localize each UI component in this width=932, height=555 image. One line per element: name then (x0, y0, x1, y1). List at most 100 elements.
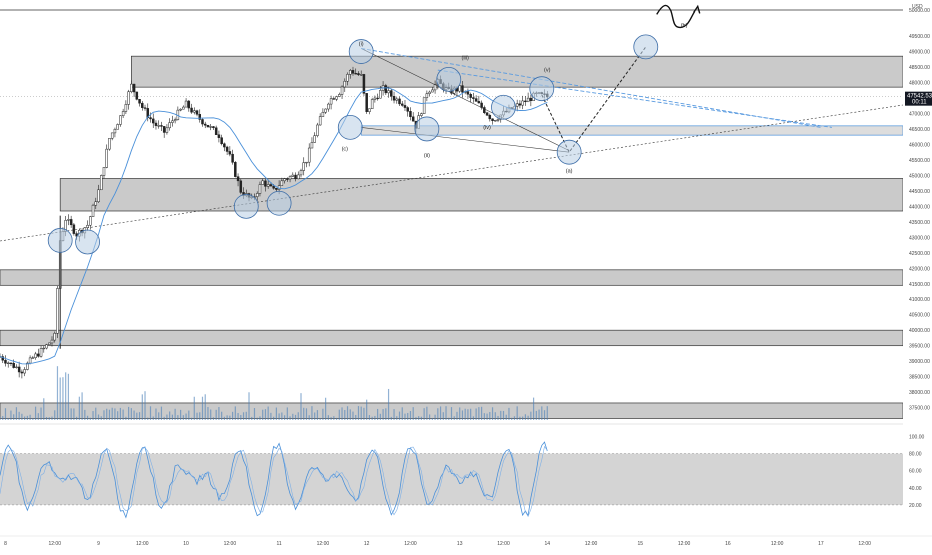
volume-bar (18, 411, 20, 420)
candle-body (154, 122, 158, 126)
candle-body (12, 362, 15, 368)
volume-bar (95, 407, 97, 420)
candle-body (23, 369, 26, 374)
candle-body (368, 108, 371, 112)
candle-body (318, 116, 322, 126)
volume-bar (133, 410, 135, 420)
volume-bar (21, 413, 23, 420)
volume-bar (73, 408, 75, 420)
candle-body (184, 100, 188, 108)
volume-bar (311, 406, 313, 420)
volume-bar (281, 412, 283, 420)
candle-body (433, 84, 437, 91)
volume-bar (286, 407, 288, 420)
candle-body (474, 98, 478, 102)
x-tick-label: 13 (457, 541, 463, 547)
volume-bar (502, 410, 505, 420)
volume-bar (264, 409, 267, 420)
volume-bar (314, 412, 316, 420)
candle-body (335, 96, 338, 100)
pivot-circle (556, 139, 582, 165)
wave-label: (c) (342, 147, 349, 153)
candle-body (269, 184, 273, 187)
x-tick-label: 12:00 (48, 541, 61, 547)
candle-body (469, 94, 472, 98)
candle-body (48, 342, 51, 345)
volume-bar (128, 406, 130, 420)
volume-bar (56, 366, 59, 420)
volume-bar (45, 417, 48, 420)
volume-bar (305, 408, 308, 420)
volume-bar (259, 416, 261, 420)
volume-bar (333, 416, 335, 420)
candle-body (190, 107, 193, 113)
volume-bar (229, 415, 231, 420)
price-tick-label: 44500.00 (909, 189, 930, 195)
candle-body (343, 80, 347, 88)
volume-bar (242, 412, 245, 420)
candle-body (1, 356, 4, 361)
volume-bar (303, 407, 305, 420)
volume-bar (385, 408, 387, 420)
x-tick-label: 12:00 (224, 541, 237, 547)
volume-bar (489, 411, 491, 420)
oscillator-tick-label: 60.00 (909, 469, 922, 475)
x-tick-label: 14 (544, 541, 550, 547)
oscillator-k-line (0, 441, 548, 519)
candle-body (324, 108, 327, 113)
volume-bar (511, 417, 513, 420)
volume-bar (409, 411, 412, 420)
volume-bar (297, 412, 299, 420)
volume-bar (182, 415, 184, 420)
candle-body (403, 105, 407, 108)
candle-body (329, 98, 333, 105)
candle-body (53, 333, 56, 341)
volume-bar (519, 416, 521, 420)
candle-body (39, 348, 43, 357)
volume-bar (467, 409, 469, 420)
pivot-circle (633, 34, 659, 60)
candle-body (313, 135, 316, 143)
candle-body (351, 70, 355, 74)
candle-body (521, 100, 524, 106)
candle-body (236, 176, 240, 182)
volume-bar (169, 411, 171, 420)
volume-bar (267, 406, 269, 420)
candle-body (99, 175, 103, 191)
volume-bar (508, 407, 510, 420)
candle-body (338, 94, 341, 97)
volume-bar (237, 412, 239, 420)
volume-bar (171, 414, 173, 420)
volume-bar (450, 407, 453, 420)
price-tick-label: 39500.00 (909, 344, 930, 350)
volume-bar (513, 416, 516, 420)
price-tick-label: 42500.00 (909, 251, 930, 257)
volume-bar (40, 407, 42, 420)
current-price-label: 47542.53 (907, 94, 932, 100)
candle-body (286, 178, 289, 180)
candle-body (515, 103, 519, 107)
volume-bar (437, 408, 439, 420)
volume-bar (355, 414, 357, 420)
candle-body (354, 73, 357, 75)
volume-bar (470, 408, 472, 420)
volume-bar (119, 407, 121, 420)
volume-bar (122, 409, 124, 420)
volume-bar (103, 410, 105, 420)
volume-bar (251, 416, 253, 420)
candle-body (67, 219, 70, 221)
candle-body (149, 117, 152, 120)
x-tick-label: 12:00 (858, 541, 871, 547)
candle-body (349, 70, 352, 75)
candle-body (173, 119, 177, 122)
candle-body (6, 362, 10, 364)
volume-bar (190, 417, 193, 420)
candle-body (321, 111, 325, 117)
pivot-circle (233, 193, 259, 219)
volume-bar (149, 406, 152, 420)
pivot-circle (436, 67, 462, 92)
candle-body (346, 74, 349, 82)
price-axis-panel (903, 0, 932, 550)
volume-bar (387, 388, 390, 420)
